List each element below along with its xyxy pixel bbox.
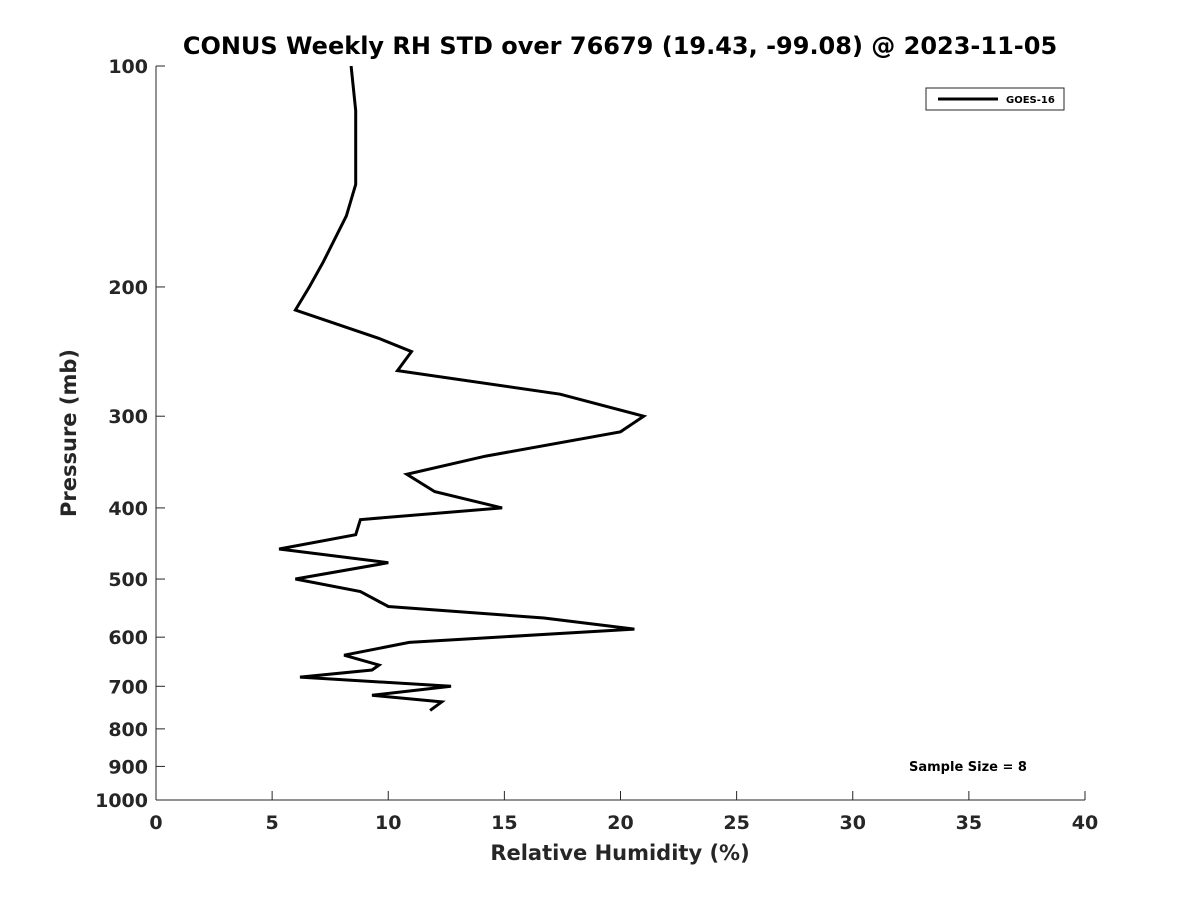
y-tick-label: 600 bbox=[108, 627, 148, 649]
y-tick-label: 300 bbox=[108, 406, 148, 428]
y-axis-label: Pressure (mb) bbox=[57, 349, 81, 517]
legend: GOES-16 bbox=[925, 87, 1065, 111]
y-tick-label: 700 bbox=[108, 676, 148, 698]
y-tick-label: 100 bbox=[108, 56, 148, 78]
legend-label-goes-16: GOES-16 bbox=[1006, 95, 1055, 106]
x-axis-label: Relative Humidity (%) bbox=[490, 841, 749, 865]
y-ticks: 100 200 300 400 500 600 700 800 900 1000 bbox=[95, 56, 165, 812]
y-tick-label: 800 bbox=[108, 719, 148, 741]
y-tick-label: 1000 bbox=[95, 790, 148, 812]
x-tick-label: 20 bbox=[607, 812, 633, 834]
y-tick-label: 200 bbox=[108, 277, 148, 299]
x-tick-label: 0 bbox=[149, 812, 162, 834]
x-tick-label: 5 bbox=[266, 812, 279, 834]
x-tick-label: 25 bbox=[723, 812, 749, 834]
x-tick-label: 15 bbox=[491, 812, 517, 834]
y-tick-label: 400 bbox=[108, 498, 148, 520]
x-tick-label: 30 bbox=[840, 812, 866, 834]
sample-size-annotation: Sample Size = 8 bbox=[909, 760, 1027, 775]
y-tick-label: 500 bbox=[108, 569, 148, 591]
series-group bbox=[278, 65, 648, 712]
x-tick-label: 35 bbox=[956, 812, 982, 834]
y-tick-label: 900 bbox=[108, 756, 148, 778]
series-line-goes-16 bbox=[278, 65, 648, 712]
chart-title: CONUS Weekly RH STD over 76679 (19.43, -… bbox=[183, 32, 1057, 60]
x-tick-label: 40 bbox=[1072, 812, 1098, 834]
x-ticks: 0 5 10 15 20 25 30 35 40 bbox=[149, 791, 1098, 834]
x-tick-label: 10 bbox=[375, 812, 401, 834]
